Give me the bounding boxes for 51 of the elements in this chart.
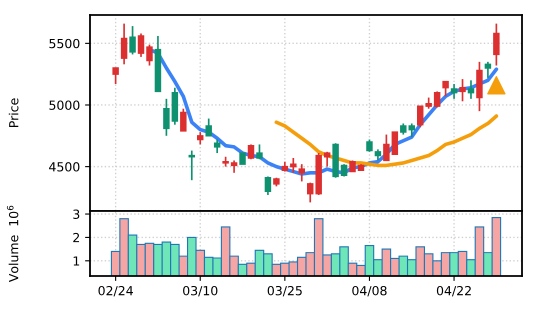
- candlestick: [290, 157, 297, 174]
- candlestick: [425, 96, 432, 110]
- candlestick: [493, 22, 500, 66]
- line-series: [274, 114, 498, 168]
- y-tick-label: 2: [73, 232, 80, 242]
- candlestick: [188, 150, 196, 182]
- candlestick: [222, 156, 229, 168]
- candlestick: [374, 148, 382, 162]
- candlestick: [416, 105, 424, 128]
- candlestick: [239, 152, 246, 165]
- candlestick: [282, 160, 288, 172]
- candlestick: [366, 138, 373, 153]
- candlestick: [306, 182, 314, 204]
- candlestick: [324, 150, 330, 168]
- candlestick: [468, 80, 474, 100]
- candlestick: [120, 22, 128, 66]
- y-axis-title: Volume 10$^{6}$: [6, 206, 18, 282]
- candlestick: [197, 131, 204, 146]
- candlestick: [112, 67, 119, 85]
- x-tick-label: 03/25: [268, 286, 302, 296]
- y-tick-label: 1: [74, 256, 80, 266]
- candlestick: [163, 98, 170, 137]
- candlestick: [484, 61, 492, 79]
- y-axis-title: Price: [8, 98, 18, 128]
- candlestick: [340, 163, 348, 178]
- candlestick: [392, 131, 398, 155]
- x-tick-label: 04/22: [436, 286, 471, 296]
- candlestick: [298, 163, 306, 182]
- candlestick: [408, 122, 415, 138]
- candlestick: [450, 83, 458, 100]
- candlestick: [459, 78, 466, 102]
- candlestick: [129, 25, 136, 56]
- candlestick: [256, 144, 263, 160]
- candlestick: [264, 176, 272, 196]
- candlestick: [230, 160, 238, 174]
- candlestick: [442, 80, 449, 98]
- candlestick: [434, 90, 440, 108]
- x-tick-label: 03/10: [183, 286, 218, 296]
- y-tick-label: 5500: [49, 38, 80, 48]
- y-tick-label: 3: [73, 210, 80, 219]
- candlestick: [383, 134, 390, 162]
- candlestick: [349, 160, 356, 172]
- candlestick: [205, 118, 212, 137]
- x-tick-label: 02/24: [98, 286, 133, 296]
- candlestick: [214, 138, 220, 154]
- y-tick-label: 4500: [49, 162, 80, 172]
- y-tick-label: 5000: [49, 100, 80, 110]
- candlestick: [248, 144, 254, 160]
- candlestick: [400, 122, 407, 136]
- x-tick-label: 04/08: [352, 286, 387, 296]
- candlestick: [180, 108, 187, 132]
